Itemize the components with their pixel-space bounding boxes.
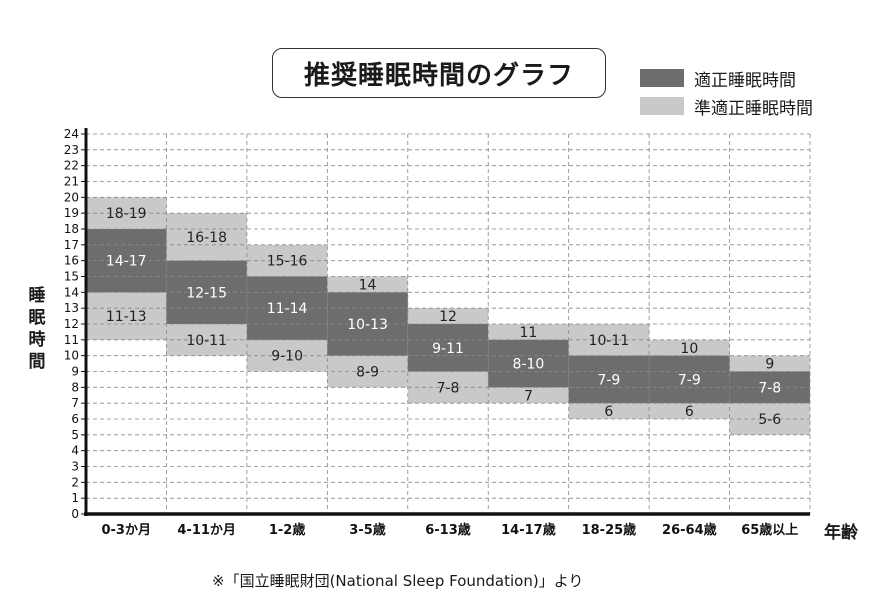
y-tick-label: 6 [71,412,79,426]
acceptable-label: 10 [680,341,698,357]
recommended-label: 10-13 [347,317,388,333]
y-tick-label: 2 [71,475,79,489]
legend-item-acceptable: 準適正睡眠時間 [640,92,813,120]
recommended-label: 7-9 [678,372,701,388]
acceptable-label: 11-13 [106,309,147,325]
y-tick-label: 4 [71,444,79,458]
recommended-label: 7-8 [758,380,781,396]
footnote: ※「国立睡眠財団(National Sleep Foundation)」より [212,572,584,590]
recommended-bar [86,229,167,293]
recommended-label: 11-14 [267,301,308,317]
x-tick-label: 4-11か月 [177,523,236,538]
y-tick-label: 8 [71,380,79,394]
acceptable-label: 9 [765,357,774,373]
chart-title: 推奨睡眠時間のグラフ [272,48,606,98]
recommended-label: 9-11 [432,341,464,357]
y-tick-label: 1 [71,491,79,505]
acceptable-label: 11 [520,325,538,341]
acceptable-label: 9-10 [271,349,303,365]
legend: 適正睡眠時間 準適正睡眠時間 [640,64,813,120]
acceptable-label: 7-8 [437,380,460,396]
recommended-bar [649,355,730,404]
y-tick-label: 16 [64,254,79,268]
x-tick-label: 65歳以上 [741,522,798,538]
legend-swatch-recommended [640,69,684,87]
recommended-bar [568,355,650,404]
legend-label-recommended: 適正睡眠時間 [694,70,796,91]
y-tick-label: 21 [64,175,79,189]
x-tick-label: 14-17歳 [501,522,556,538]
acceptable-label: 18-19 [106,206,147,222]
acceptable-label: 16-18 [186,230,227,246]
y-tick-label: 12 [64,317,79,331]
recommended-label: 14-17 [106,254,147,270]
recommended-label: 8-10 [513,357,545,373]
y-tick-label: 9 [71,365,79,379]
x-tick-label: 0-3か月 [101,523,151,538]
y-tick-label: 10 [64,349,79,363]
y-tick-label: 15 [64,270,79,284]
y-tick-label: 14 [64,285,79,299]
y-tick-label: 24 [64,127,79,141]
recommended-label: 12-15 [186,285,227,301]
y-tick-label: 17 [64,238,79,252]
acceptable-label: 12 [439,309,457,325]
legend-label-acceptable: 準適正睡眠時間 [694,98,813,119]
y-tick-label: 7 [71,396,79,410]
acceptable-label: 14 [359,277,377,293]
acceptable-label: 7 [524,388,533,404]
recommended-label: 7-9 [597,372,620,388]
acceptable-label: 10-11 [589,333,630,349]
y-tick-label: 22 [64,159,79,173]
y-tick-label: 5 [71,428,79,442]
acceptable-label: 5-6 [758,412,781,428]
legend-item-recommended: 適正睡眠時間 [640,64,813,92]
x-axis-label: 年齢 [824,523,858,543]
y-tick-label: 18 [64,222,79,236]
x-tick-label: 1-2歳 [269,522,306,538]
legend-swatch-acceptable [640,97,684,115]
acceptable-label: 15-16 [267,254,308,270]
y-tick-label: 11 [64,333,79,347]
x-tick-label: 18-25歳 [582,522,637,538]
x-tick-label: 6-13歳 [425,522,471,538]
y-tick-label: 20 [64,190,79,204]
y-tick-label: 19 [64,206,79,220]
acceptable-label: 6 [685,404,694,420]
recommended-bar [488,339,569,388]
acceptable-label: 8-9 [356,365,379,381]
x-tick-label: 3-5歳 [349,522,386,538]
recommended-bar [407,324,489,372]
acceptable-label: 10-11 [186,333,227,349]
acceptable-label: 6 [604,404,613,420]
y-tick-label: 0 [71,507,79,521]
y-tick-label: 3 [71,460,79,474]
y-tick-label: 23 [64,143,79,157]
y-tick-label: 13 [64,301,79,315]
y-axis-label: 睡眠時間 [28,286,46,372]
x-tick-label: 26-64歳 [662,522,717,538]
